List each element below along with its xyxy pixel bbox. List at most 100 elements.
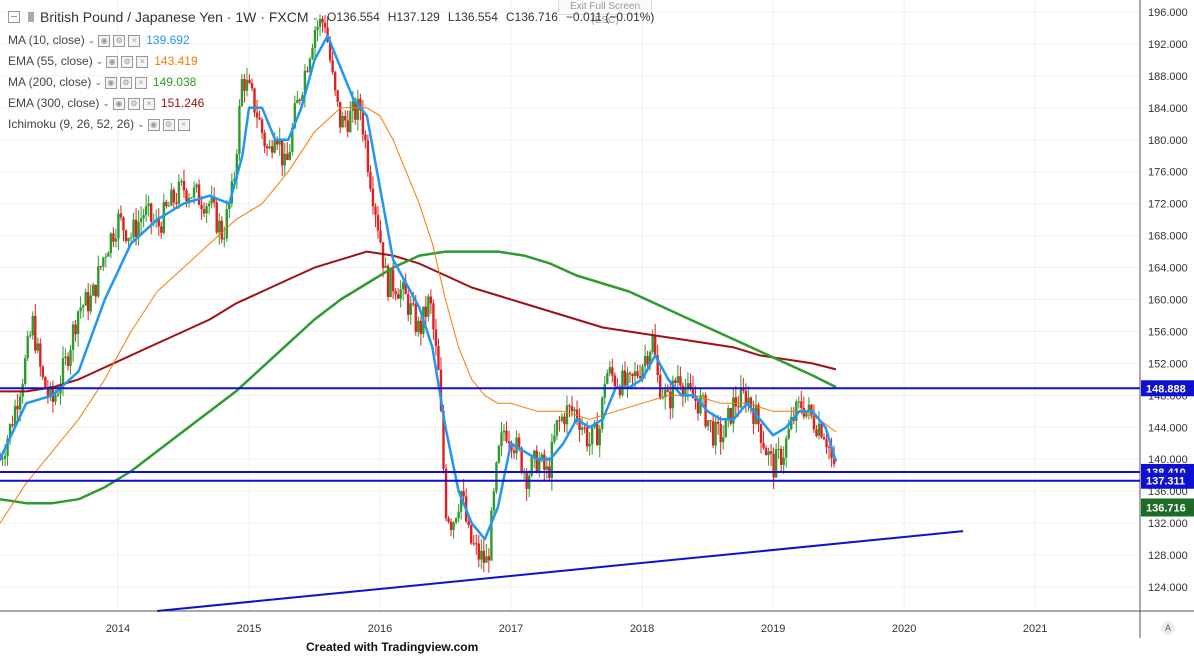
candle-body[interactable] [399, 289, 402, 299]
candle-body[interactable] [817, 423, 821, 436]
indicator-label[interactable]: EMA (55, close) [8, 54, 93, 68]
candle-body[interactable] [245, 79, 249, 91]
candle-body[interactable] [306, 70, 309, 72]
candle-body[interactable] [560, 416, 564, 421]
candle-body[interactable] [482, 550, 486, 563]
candle-body[interactable] [706, 420, 710, 427]
candle-body[interactable] [454, 518, 458, 523]
candle-body[interactable] [457, 511, 460, 519]
candle-body[interactable] [18, 396, 22, 410]
candle-body[interactable] [444, 468, 448, 519]
indicator-row[interactable]: Ichimoku (9, 26, 52, 26) ⌄ ◉ ⚙ × [8, 114, 654, 135]
indicator-row[interactable]: MA (10, close) ⌄ ◉ ⚙ × 139.692 [8, 30, 654, 51]
candle-body[interactable] [44, 377, 47, 389]
candle-body[interactable] [291, 127, 294, 152]
candle-body[interactable] [638, 375, 642, 379]
candle-body[interactable] [298, 99, 302, 101]
candle-body[interactable] [674, 380, 677, 383]
indicator-row[interactable]: EMA (300, close) ⌄ ◉ ⚙ × 151.246 [8, 93, 654, 114]
candle-body[interactable] [301, 95, 304, 101]
candle-body[interactable] [533, 450, 536, 458]
candle-body[interactable] [8, 424, 12, 439]
candle-body[interactable] [384, 265, 387, 268]
candle-body[interactable] [404, 282, 407, 295]
candle-body[interactable] [495, 462, 498, 492]
candle-body[interactable] [502, 430, 506, 433]
candle-body[interactable] [449, 521, 453, 530]
candle-body[interactable] [734, 397, 738, 407]
candle-body[interactable] [182, 180, 186, 191]
candle-body[interactable] [472, 543, 475, 545]
indicator-label[interactable]: EMA (300, close) [8, 96, 100, 110]
candle-body[interactable] [797, 401, 801, 403]
candle-body[interactable] [716, 421, 720, 424]
candle-body[interactable] [517, 437, 521, 448]
candle-body[interactable] [782, 457, 785, 465]
candle-body[interactable] [303, 70, 307, 96]
candle-body[interactable] [228, 203, 231, 210]
candle-body[interactable] [684, 389, 687, 396]
candle-body[interactable] [696, 401, 700, 414]
close-icon[interactable]: × [142, 97, 155, 110]
candle-body[interactable] [394, 291, 397, 295]
candle-body[interactable] [124, 230, 128, 242]
candle-body[interactable] [233, 178, 236, 182]
chevron-down-icon[interactable]: ⌄ [102, 98, 110, 108]
candle-body[interactable] [512, 450, 516, 454]
candle-body[interactable] [336, 90, 339, 102]
gear-icon[interactable]: ⚙ [113, 34, 126, 47]
candle-body[interactable] [205, 206, 208, 214]
candle-body[interactable] [744, 390, 748, 406]
candle-body[interactable] [0, 459, 2, 461]
candle-body[interactable] [764, 447, 768, 456]
candle-body[interactable] [275, 140, 279, 145]
candle-body[interactable] [76, 311, 80, 335]
candle-body[interactable] [636, 371, 639, 376]
candle-body[interactable] [391, 269, 395, 292]
candle-body[interactable] [41, 366, 45, 378]
candle-body[interactable] [255, 112, 259, 118]
candle-body[interactable] [6, 438, 9, 456]
gear-icon[interactable]: ⚙ [162, 118, 175, 131]
candle-body[interactable] [218, 220, 221, 233]
candle-body[interactable] [648, 351, 652, 365]
indicator-row[interactable]: EMA (55, close) ⌄ ◉ ⚙ × 143.419 [8, 51, 654, 72]
candle-body[interactable] [807, 404, 811, 411]
candle-body[interactable] [608, 367, 612, 374]
candle-body[interactable] [432, 303, 435, 330]
gear-icon[interactable]: ⚙ [127, 97, 140, 110]
support-trendline[interactable] [157, 530, 964, 612]
candle-body[interactable] [119, 213, 123, 218]
candle-body[interactable] [200, 204, 203, 210]
candle-body[interactable] [779, 448, 783, 465]
candle-body[interactable] [288, 151, 291, 160]
candle-body[interactable] [26, 336, 29, 359]
candle-body[interactable] [165, 201, 168, 207]
candle-body[interactable] [66, 356, 70, 366]
chevron-down-icon[interactable]: ⌄ [87, 35, 96, 45]
candle-body[interactable] [545, 466, 549, 470]
candle-body[interactable] [238, 105, 241, 154]
candle-body[interactable] [97, 266, 100, 297]
candle-body[interactable] [39, 343, 42, 367]
candle-body[interactable] [137, 221, 140, 238]
candle-body[interactable] [117, 213, 120, 239]
candle-body[interactable] [326, 27, 329, 42]
auto-scale-button[interactable]: A [1161, 621, 1175, 635]
candle-body[interactable] [81, 305, 85, 308]
candle-body[interactable] [727, 408, 730, 419]
candle-body[interactable] [646, 356, 649, 365]
eye-icon[interactable]: ◉ [98, 34, 111, 47]
candle-body[interactable] [442, 410, 445, 469]
candle-body[interactable] [346, 120, 349, 132]
candle-body[interactable] [462, 491, 465, 497]
candle-body[interactable] [704, 395, 707, 427]
candle-body[interactable] [1, 458, 4, 460]
candle-body[interactable] [459, 491, 463, 512]
candle-body[interactable] [386, 265, 390, 298]
candle-body[interactable] [500, 432, 503, 446]
candle-body[interactable] [588, 444, 591, 447]
candle-body[interactable] [293, 103, 297, 128]
candle-body[interactable] [99, 266, 102, 268]
